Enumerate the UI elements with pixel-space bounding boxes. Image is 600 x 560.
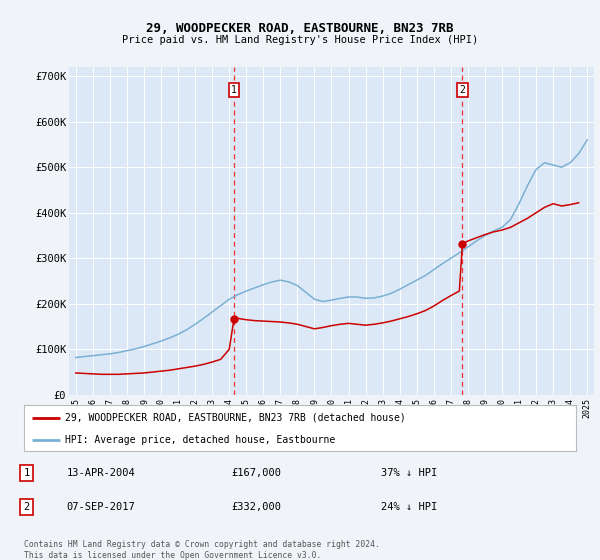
Text: 07-SEP-2017: 07-SEP-2017 xyxy=(67,502,136,512)
Text: Contains HM Land Registry data © Crown copyright and database right 2024.
This d: Contains HM Land Registry data © Crown c… xyxy=(24,540,380,560)
Text: 2: 2 xyxy=(23,502,29,512)
Text: 2: 2 xyxy=(460,85,466,95)
Text: 1: 1 xyxy=(231,85,237,95)
Text: 29, WOODPECKER ROAD, EASTBOURNE, BN23 7RB (detached house): 29, WOODPECKER ROAD, EASTBOURNE, BN23 7R… xyxy=(65,413,406,423)
Text: £167,000: £167,000 xyxy=(231,468,281,478)
Text: HPI: Average price, detached house, Eastbourne: HPI: Average price, detached house, East… xyxy=(65,435,335,445)
Text: 37% ↓ HPI: 37% ↓ HPI xyxy=(380,468,437,478)
Text: 13-APR-2004: 13-APR-2004 xyxy=(67,468,136,478)
Text: £332,000: £332,000 xyxy=(231,502,281,512)
Text: 24% ↓ HPI: 24% ↓ HPI xyxy=(380,502,437,512)
Text: 1: 1 xyxy=(23,468,29,478)
Text: 29, WOODPECKER ROAD, EASTBOURNE, BN23 7RB: 29, WOODPECKER ROAD, EASTBOURNE, BN23 7R… xyxy=(146,22,454,35)
Text: Price paid vs. HM Land Registry's House Price Index (HPI): Price paid vs. HM Land Registry's House … xyxy=(122,35,478,45)
